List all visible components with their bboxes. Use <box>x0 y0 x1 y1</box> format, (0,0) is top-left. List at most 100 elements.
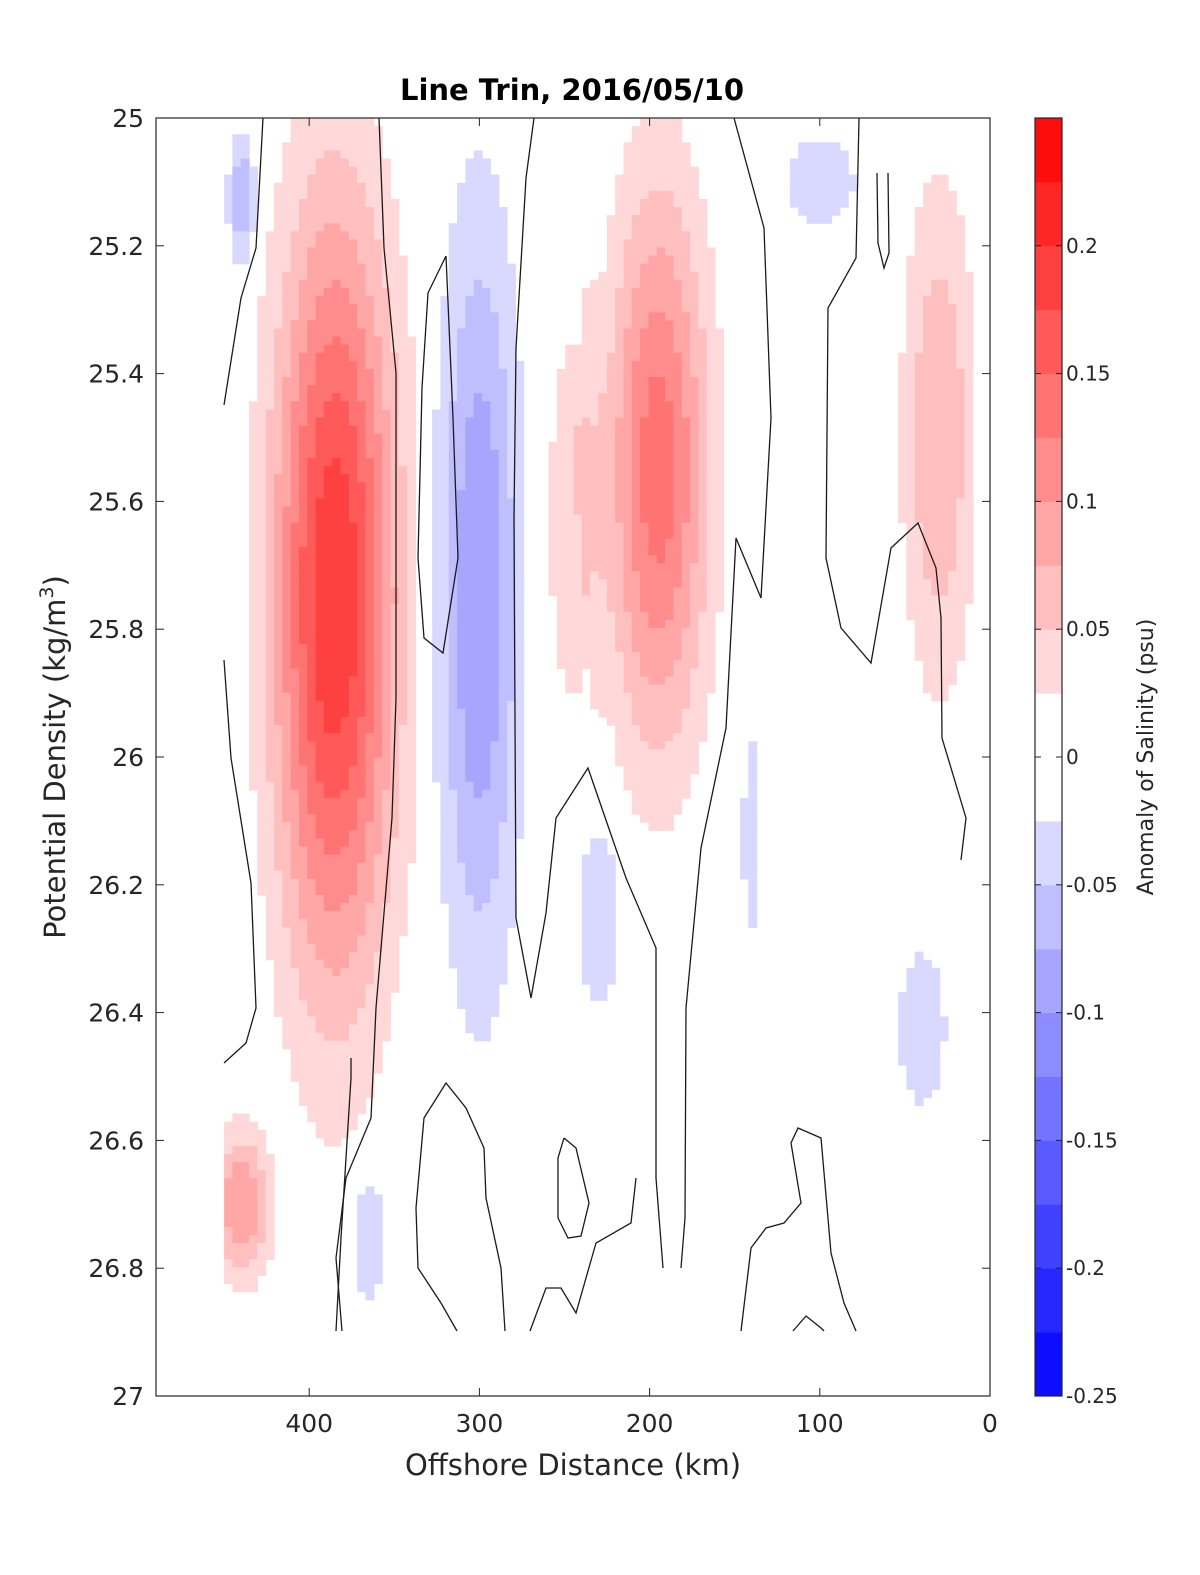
contour-fill-cell <box>706 668 716 678</box>
contour-fill-cell <box>348 304 358 313</box>
contour-fill-cell <box>357 546 367 556</box>
contour-fill-cell <box>448 636 458 645</box>
contour-fill-cell <box>290 846 300 856</box>
contour-fill-cell <box>631 538 641 548</box>
contour-fill-cell <box>307 854 317 864</box>
contour-fill-cell <box>340 385 350 394</box>
contour-fill-cell <box>648 449 658 459</box>
contour-fill-cell <box>673 603 683 613</box>
contour-fill-cell <box>606 959 616 969</box>
contour-fill-cell <box>606 263 616 273</box>
contour-fill-cell <box>365 911 375 920</box>
contour-fill-cell <box>232 1267 242 1277</box>
contour-fill-cell <box>323 385 333 394</box>
contour-fill-cell <box>606 441 616 451</box>
contour-fill-cell <box>382 1024 392 1034</box>
contour-fill-cell <box>390 781 400 791</box>
contour-fill-cell <box>332 174 342 184</box>
contour-fill-cell <box>365 935 375 945</box>
contour-fill-cell <box>581 530 591 540</box>
contour-fill-cell <box>640 636 650 645</box>
contour-fill-cell <box>914 215 924 224</box>
contour-fill-cell <box>357 943 367 953</box>
contour-fill-cell <box>906 271 916 281</box>
contour-fill-cell <box>798 174 808 184</box>
contour-fill-cell <box>249 198 258 208</box>
contour-fill-cell <box>590 619 600 629</box>
contour-fill-cell <box>507 449 516 459</box>
contour-fill-cell <box>665 676 675 686</box>
contour-fill-cell <box>398 433 408 443</box>
contour-fill-cell <box>498 627 508 637</box>
contour-fill-cell <box>465 417 475 427</box>
contour-fill-cell <box>398 352 408 362</box>
contour-fill-cell <box>490 579 500 589</box>
contour-fill-cell <box>323 377 333 386</box>
contour-fill-cell <box>656 522 666 532</box>
contour-fill-cell <box>448 530 458 540</box>
contour-fill-cell <box>390 417 400 427</box>
contour-fill-cell <box>340 344 350 354</box>
contour-fill-cell <box>615 174 625 184</box>
contour-fill-cell <box>240 255 250 265</box>
contour-fill-cell <box>573 490 583 500</box>
contour-fill-cell <box>473 433 483 443</box>
contour-fill-cell <box>282 830 292 839</box>
contour-fill-cell <box>249 1145 258 1155</box>
contour-fill-cell <box>448 490 458 500</box>
contour-fill-cell <box>473 846 483 856</box>
contour-fill-cell <box>348 457 358 467</box>
contour-fill-cell <box>631 522 641 532</box>
contour-fill-cell <box>440 684 450 694</box>
contour-fill-cell <box>490 247 500 257</box>
contour-fill-cell <box>606 619 616 629</box>
contour-fill-cell <box>640 425 650 435</box>
contour-fill-cell <box>457 644 466 653</box>
contour-fill-cell <box>656 789 666 799</box>
contour-fill-cell <box>673 198 683 208</box>
contour-fill-cell <box>673 360 683 370</box>
contour-fill-cell <box>323 822 333 831</box>
contour-fill-cell <box>648 368 658 378</box>
contour-fill-cell <box>323 457 333 467</box>
contour-fill-cell <box>715 563 724 572</box>
contour-fill-cell <box>898 498 908 508</box>
contour-fill-cell <box>365 692 375 702</box>
contour-fill-cell <box>906 975 916 985</box>
contour-fill-cell <box>465 287 475 297</box>
contour-fill-cell <box>382 255 392 265</box>
contour-fill-cell <box>482 1024 491 1034</box>
contour-fill-cell <box>298 984 308 993</box>
contour-fill-cell <box>340 118 350 127</box>
contour-fill-cell <box>623 328 633 338</box>
contour-fill-cell <box>373 797 383 807</box>
contour-fill-cell <box>282 498 292 508</box>
contour-fill-cell <box>507 296 516 305</box>
contour-fill-cell <box>640 271 650 281</box>
contour-fill-cell <box>265 1162 275 1171</box>
contour-fill-cell <box>473 409 483 419</box>
contour-fill-cell <box>290 903 300 912</box>
contour-fill-cell <box>282 433 292 443</box>
contour-fill-cell <box>257 1251 267 1260</box>
contour-fill-cell <box>332 1105 342 1115</box>
contour-fill-cell <box>648 441 658 451</box>
contour-fill-cell <box>432 692 442 702</box>
contour-fill-cell <box>390 903 400 912</box>
contour-fill-cell <box>465 984 475 993</box>
contour-fill-cell <box>690 377 699 386</box>
contour-fill-cell <box>307 1016 317 1026</box>
contour-fill-cell <box>490 409 500 419</box>
contour-fill-cell <box>373 967 383 977</box>
contour-fill-cell <box>365 716 375 726</box>
contour-fill-cell <box>598 538 608 548</box>
contour-fill-cell <box>398 368 408 378</box>
contour-fill-cell <box>257 595 267 605</box>
contour-fill-cell <box>606 951 616 961</box>
contour-fill-cell <box>648 279 658 289</box>
contour-fill-cell <box>482 749 491 759</box>
contour-fill-cell <box>623 352 633 362</box>
contour-fill-cell <box>440 579 450 589</box>
contour-fill-cell <box>623 271 633 281</box>
contour-fill-cell <box>307 1040 317 1050</box>
